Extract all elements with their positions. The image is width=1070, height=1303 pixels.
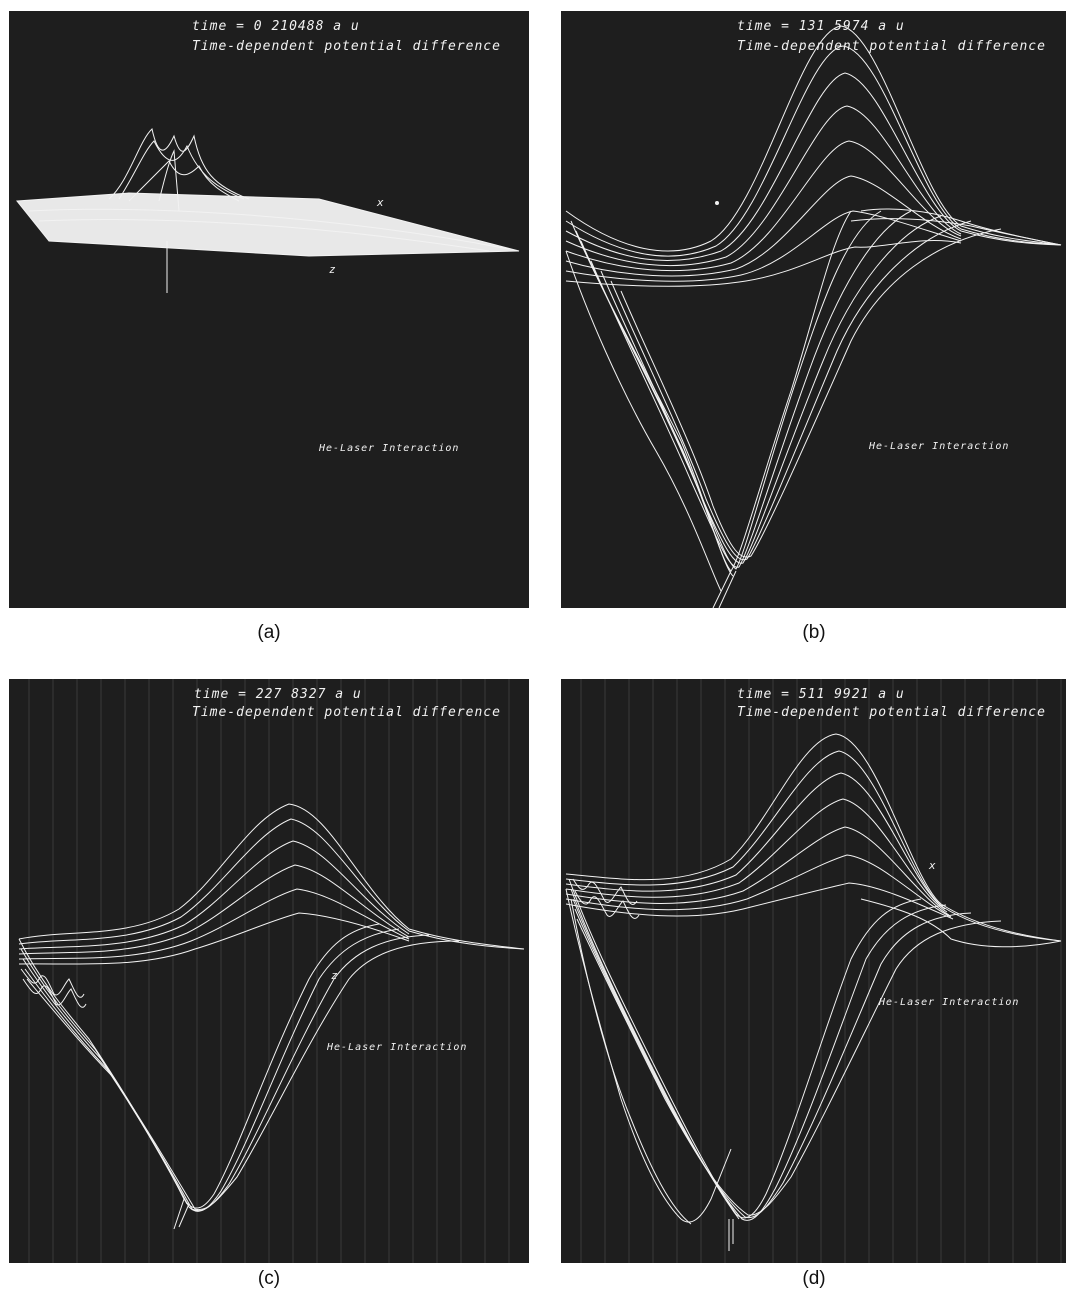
plot-subtitle: Time-dependent potential difference xyxy=(737,39,1046,54)
panel-c: time = 227 8327 a u Time-dependent poten… xyxy=(9,679,529,1263)
caption-b: (b) xyxy=(802,622,826,643)
surface-peak-a xyxy=(108,128,250,200)
plot-subtitle: Time-dependent potential difference xyxy=(192,705,501,720)
surface-plot-d xyxy=(565,679,1062,1263)
surface-plot-c xyxy=(18,679,525,1263)
caption-a: (a) xyxy=(257,622,281,643)
axis-label-z: z xyxy=(331,969,338,982)
panel-a: time = 0 210488 a u Time-dependent poten… xyxy=(9,11,529,608)
time-label: time = 511 9921 a u xyxy=(737,687,905,702)
surface-sheet-a xyxy=(16,192,520,257)
caption-d: (d) xyxy=(802,1268,826,1289)
interaction-label: He-Laser Interaction xyxy=(327,1042,468,1053)
panel-d: time = 511 9921 a u Time-dependent poten… xyxy=(561,679,1066,1263)
scan-lines-c xyxy=(28,679,510,1263)
surface-plot-b xyxy=(565,25,1062,608)
surface-plot-a xyxy=(16,128,520,293)
caption-c: (c) xyxy=(257,1268,281,1289)
panel-b: time = 131 5974 a u Time-dependent poten… xyxy=(561,11,1066,608)
interaction-label: He-Laser Interaction xyxy=(869,441,1010,452)
time-label: time = 227 8327 a u xyxy=(194,687,362,702)
plot-subtitle: Time-dependent potential difference xyxy=(192,39,501,54)
interaction-label: He-Laser Interaction xyxy=(879,997,1020,1008)
plot-subtitle: Time-dependent potential difference xyxy=(737,705,1046,720)
axis-label-x: x xyxy=(377,196,384,209)
interaction-label: He-Laser Interaction xyxy=(319,443,460,454)
axis-label-x: x xyxy=(929,859,936,872)
scan-lines-d xyxy=(580,679,1062,1263)
axis-label-z: z xyxy=(329,263,336,276)
time-label: time = 131 5974 a u xyxy=(737,19,905,34)
time-label: time = 0 210488 a u xyxy=(192,19,360,34)
